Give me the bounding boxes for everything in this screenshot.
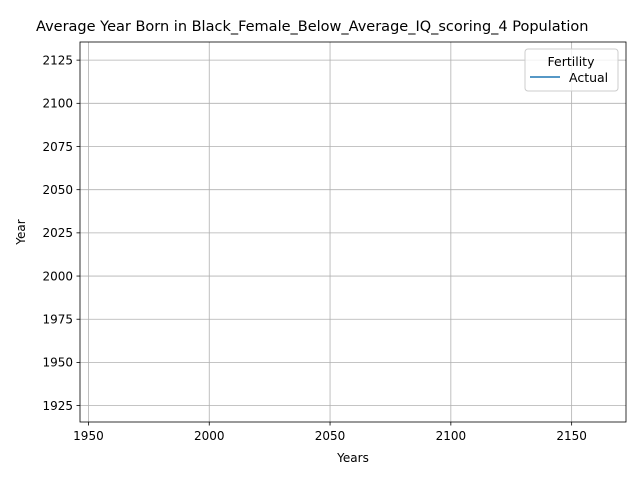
- legend-title: Fertility: [548, 54, 596, 69]
- y-tick-label: 1950: [42, 356, 73, 370]
- legend: Fertility Actual: [525, 49, 618, 91]
- y-axis-label: Year: [14, 219, 28, 245]
- grid: [80, 42, 626, 422]
- chart-title: Average Year Born in Black_Female_Below_…: [36, 19, 588, 35]
- y-axis: 1925 1950 1975 2000 2025 2050 2075 2100 2125: [42, 53, 80, 412]
- y-tick-label: 2100: [42, 97, 73, 111]
- x-tick-label: 2000: [194, 429, 225, 443]
- x-axis: 1950 2000 2050 2100 2150: [73, 422, 587, 443]
- y-tick-label: 1975: [42, 313, 73, 327]
- x-tick-label: 2050: [315, 429, 346, 443]
- plot-area-frame: [80, 42, 626, 422]
- y-tick-label: 2000: [42, 269, 73, 283]
- x-axis-label: Years: [336, 451, 369, 465]
- y-tick-label: 2025: [42, 226, 73, 240]
- x-tick-label: 2150: [556, 429, 587, 443]
- y-tick-label: 2125: [42, 53, 73, 67]
- y-tick-label: 2050: [42, 183, 73, 197]
- y-tick-label: 2075: [42, 140, 73, 154]
- legend-entry-actual: Actual: [569, 70, 608, 85]
- x-tick-label: 2100: [436, 429, 467, 443]
- x-tick-label: 1950: [73, 429, 104, 443]
- y-tick-label: 1925: [42, 399, 73, 413]
